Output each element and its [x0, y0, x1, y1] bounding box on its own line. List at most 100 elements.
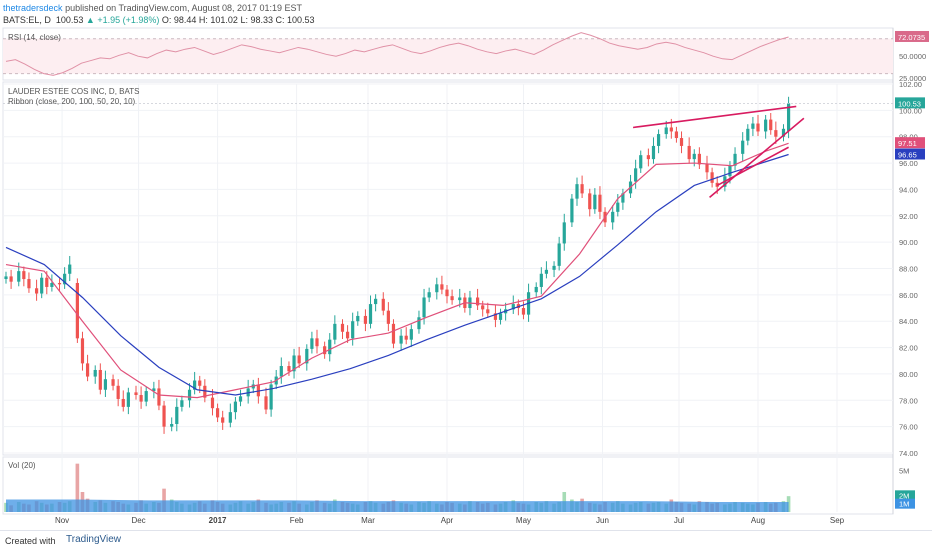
candle: [264, 387, 268, 415]
candle: [93, 365, 97, 384]
trendline: [716, 146, 789, 187]
candle-body: [391, 323, 396, 344]
candle-body: [386, 310, 390, 324]
candle-body: [705, 164, 709, 173]
candle-body: [287, 366, 291, 372]
price-tick-label: 78.00: [899, 396, 918, 405]
candle-body: [486, 309, 490, 314]
candle: [4, 271, 8, 284]
candle: [710, 167, 714, 188]
candle-body: [22, 271, 26, 280]
candle: [498, 308, 503, 325]
candle: [741, 132, 745, 162]
candle-body: [368, 304, 373, 324]
candle: [287, 361, 291, 376]
candle-body: [450, 296, 454, 301]
candle: [593, 188, 597, 214]
candle-body: [50, 282, 54, 287]
candle: [9, 269, 13, 289]
moving-average-slow: [5, 153, 789, 396]
trendline: [709, 117, 805, 198]
candle: [646, 148, 650, 167]
candle-body: [697, 153, 701, 165]
candle: [215, 403, 220, 423]
candle-body: [180, 400, 184, 407]
price-tick-label: 74.00: [899, 449, 918, 458]
candle: [116, 379, 120, 407]
candle-body: [593, 194, 597, 210]
price-tick-label: 92.00: [899, 212, 918, 221]
candle: [539, 267, 543, 295]
candle: [386, 302, 390, 332]
candle-body: [345, 331, 350, 339]
time-tick-label: Mar: [361, 516, 375, 525]
candle-body: [544, 269, 549, 274]
candle-body: [340, 323, 345, 332]
candle-body: [315, 338, 319, 347]
candle: [356, 311, 360, 326]
candle-body: [4, 276, 8, 280]
candle-body: [611, 211, 615, 223]
candle-body: [498, 313, 503, 320]
author-link[interactable]: thetradersdeck: [3, 3, 63, 13]
candle: [552, 261, 556, 278]
candle-body: [634, 168, 638, 182]
volume-value-box: [895, 498, 915, 509]
candle: [210, 389, 215, 416]
time-tick-label: Apr: [441, 516, 454, 525]
candle: [697, 147, 701, 170]
candle: [409, 324, 413, 347]
trendline: [632, 105, 797, 129]
candle: [746, 124, 750, 146]
candle-body: [297, 355, 301, 364]
candle-body: [639, 155, 643, 169]
candle-body: [152, 388, 156, 392]
candle-body: [774, 130, 778, 137]
candle-body: [57, 282, 62, 285]
candle-body: [175, 406, 179, 425]
candle-body: [238, 396, 243, 402]
tradingview-logo[interactable]: TradingView: [66, 534, 122, 545]
candle-body: [210, 397, 215, 409]
candle-body: [646, 155, 650, 160]
candle: [75, 278, 79, 343]
candle: [756, 114, 760, 137]
candle-body: [111, 379, 115, 386]
candle: [162, 400, 166, 434]
candle: [139, 386, 143, 409]
candle: [486, 302, 490, 318]
candle: [634, 159, 638, 189]
candle-body: [134, 392, 138, 396]
candle: [310, 331, 314, 354]
price-tick-label: 100.00: [899, 106, 922, 115]
volume-value-label: 2M: [899, 491, 909, 500]
candle: [85, 354, 90, 382]
candle-body: [741, 140, 745, 154]
candle: [544, 261, 549, 279]
candle: [493, 304, 498, 328]
candle: [475, 288, 480, 311]
candle: [228, 403, 232, 428]
candle: [63, 267, 67, 289]
candle-body: [417, 317, 421, 330]
candle-body: [144, 391, 148, 402]
candle-body: [80, 338, 85, 364]
volume-value-label: 1M: [899, 500, 909, 509]
candle-body: [710, 172, 714, 183]
candle-body: [781, 128, 786, 137]
price-tick-label: 82.00: [899, 344, 918, 353]
candle: [34, 279, 39, 301]
price-value-box: [895, 137, 925, 149]
candle-body: [93, 369, 97, 377]
candle-body: [310, 338, 314, 349]
candle: [417, 310, 421, 334]
chart-header: thetradersdeck published on TradingView.…: [3, 2, 923, 28]
candle-body: [75, 282, 79, 339]
rsi-tick-label: 25.0000: [899, 74, 926, 83]
candle-body: [598, 194, 602, 212]
candle-body: [193, 380, 197, 390]
candle-body: [733, 153, 737, 166]
candle: [381, 292, 385, 316]
price-value-label: 97.51: [898, 139, 917, 148]
